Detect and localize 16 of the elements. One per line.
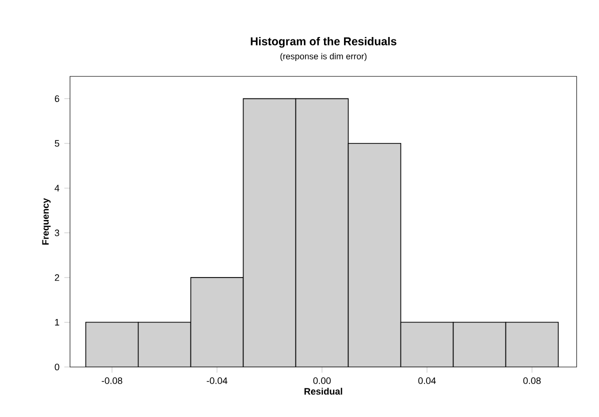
y-tick-label: 5	[54, 140, 60, 147]
y-tick-label: 6	[54, 95, 60, 102]
y-tick-label: 2	[54, 274, 60, 281]
y-tick-label: 4	[54, 184, 60, 192]
y-tick-label: 0	[54, 364, 60, 370]
y-tick-label: 1	[55, 319, 60, 326]
x-tick-label: 0.04	[418, 377, 436, 384]
chart-subtitle: (response is dim error)	[280, 52, 366, 62]
y-axis-title: Frequency	[42, 198, 51, 245]
chart-title: Histogram of the Residuals	[250, 37, 396, 48]
x-tick-label: -0.08	[102, 377, 122, 384]
x-tick-label: 0.00	[313, 377, 331, 384]
y-tick-label: 3	[54, 230, 60, 236]
x-axis-title: Residual	[304, 388, 342, 395]
x-tick-label: -0.04	[206, 377, 228, 384]
x-tick-label: 0.08	[523, 377, 541, 384]
